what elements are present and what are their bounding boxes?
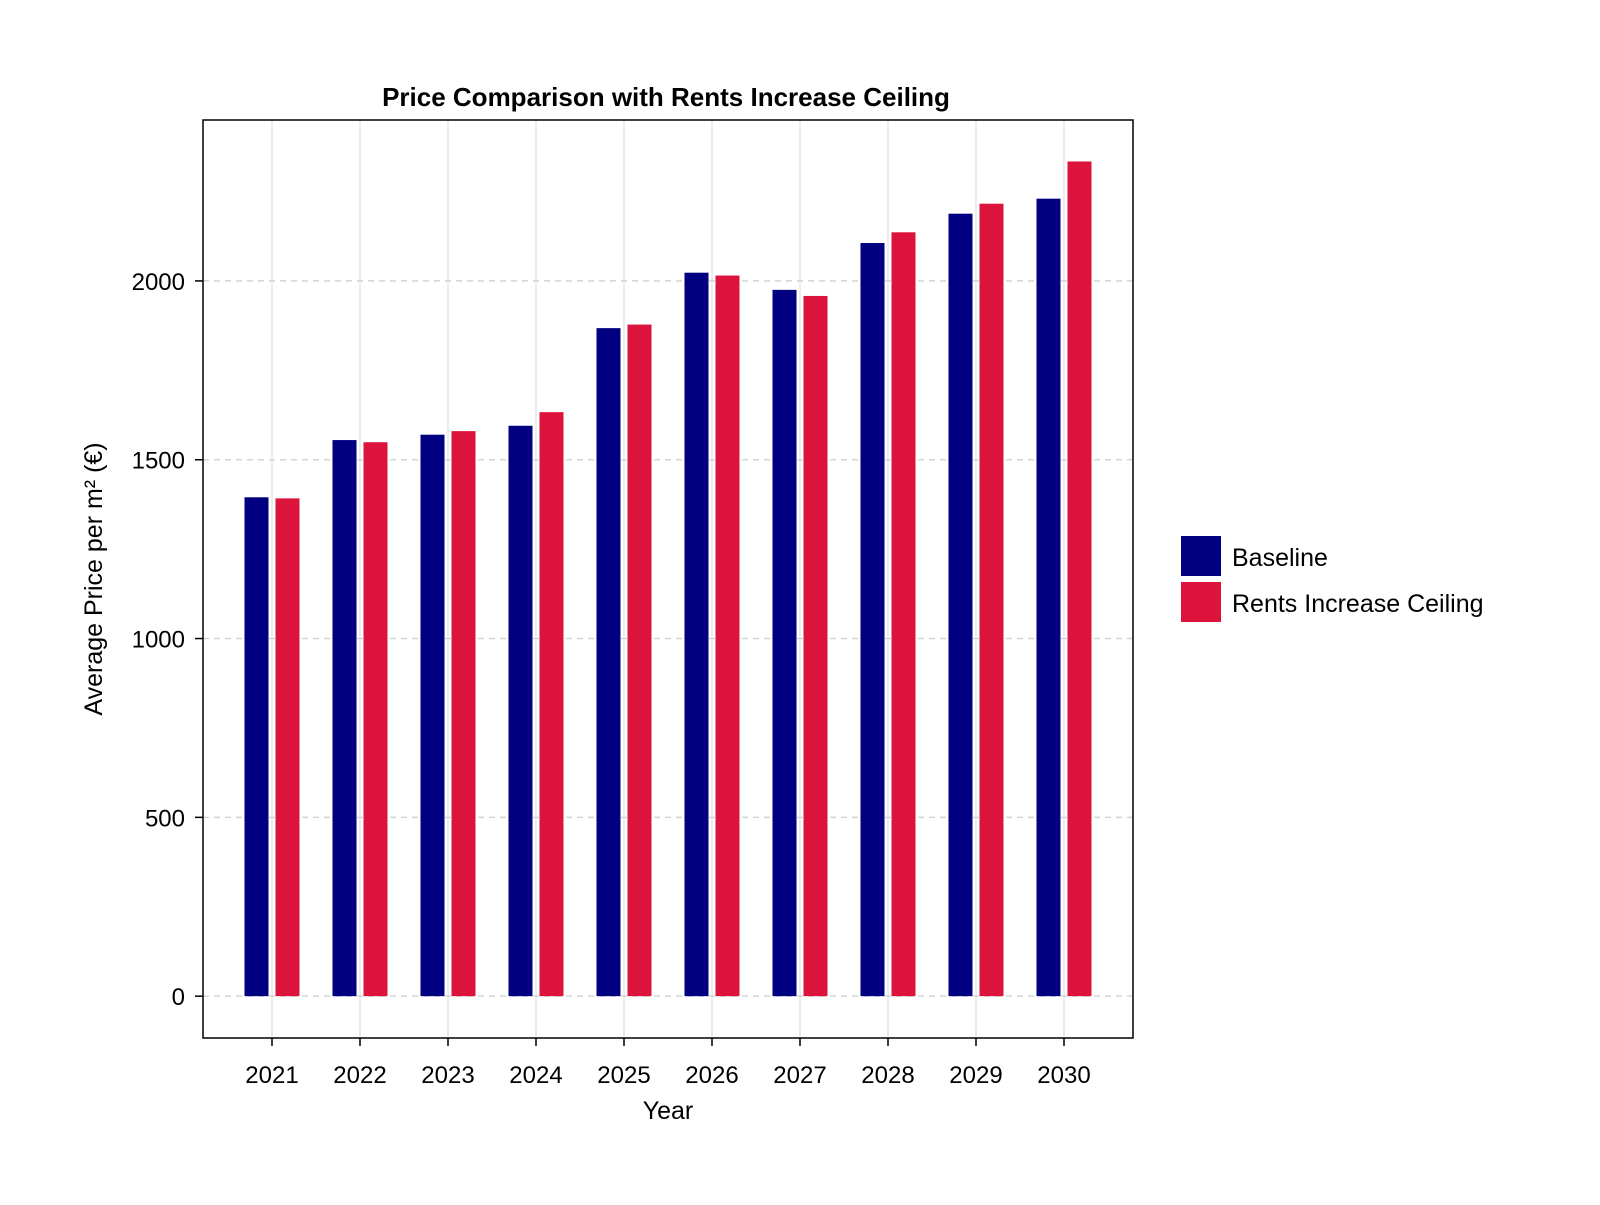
bar-rents-increase-ceiling-2026 (715, 275, 740, 997)
grid-lines (203, 120, 1133, 1038)
x-tick-label: 2028 (861, 1062, 914, 1089)
bar-rents-increase-ceiling-2022 (363, 442, 388, 997)
bar-baseline-2027 (772, 289, 797, 997)
x-tick-label: 2030 (1037, 1062, 1090, 1089)
chart-title: Price Comparison with Rents Increase Cei… (382, 82, 950, 112)
bar-rents-increase-ceiling-2021 (275, 498, 300, 997)
legend-label-rents-increase-ceiling: Rents Increase Ceiling (1232, 590, 1484, 618)
y-tick-label: 1000 (132, 627, 185, 654)
bar-baseline-2023 (420, 434, 445, 997)
bar-baseline-2030 (1036, 198, 1061, 997)
bar-rents-increase-ceiling-2025 (627, 324, 652, 997)
bar-baseline-2022 (332, 440, 357, 997)
legend-swatch-rents-increase-ceiling (1181, 582, 1221, 622)
y-tick-label: 1500 (132, 448, 185, 475)
x-tick-label: 2023 (421, 1062, 474, 1089)
bar-baseline-2026 (684, 272, 709, 997)
plot-frame (202, 119, 1134, 1039)
bar-rents-increase-ceiling-2029 (979, 203, 1004, 997)
bar-rents-increase-ceiling-2028 (891, 232, 916, 997)
bar-baseline-2029 (948, 213, 973, 997)
legend-label-baseline: Baseline (1232, 544, 1328, 572)
x-tick-label: 2026 (685, 1062, 738, 1089)
bar-rents-increase-ceiling-2023 (451, 431, 476, 997)
x-tick-label: 2021 (245, 1062, 298, 1089)
y-tick-label: 2000 (132, 269, 185, 296)
bars (244, 161, 1092, 997)
y-tick-label: 0 (172, 984, 185, 1011)
x-tick-label: 2022 (333, 1062, 386, 1089)
y-tick-label: 500 (145, 805, 185, 832)
legend: Baseline Rents Increase Ceiling (1181, 536, 1484, 622)
bar-rents-increase-ceiling-2027 (803, 295, 828, 997)
bar-baseline-2028 (860, 243, 885, 997)
bar-baseline-2021 (244, 497, 269, 997)
bar-rents-increase-ceiling-2030 (1067, 161, 1092, 997)
x-tick-label: 2025 (597, 1062, 650, 1089)
x-tick-label: 2027 (773, 1062, 826, 1089)
bar-baseline-2024 (508, 425, 533, 997)
bar-baseline-2025 (596, 328, 621, 997)
x-axis-label: Year (643, 1097, 694, 1125)
x-tick-label: 2029 (949, 1062, 1002, 1089)
x-tick-label: 2024 (509, 1062, 562, 1089)
y-axis-ticks: 0 500 1000 1500 2000 (132, 269, 203, 1011)
x-axis-ticks: 2021 2022 2023 2024 2025 2026 2027 2028 2029 2030 (245, 1038, 1091, 1089)
bar-rents-increase-ceiling-2024 (539, 412, 564, 997)
legend-swatch-baseline (1181, 536, 1221, 576)
y-axis-label: Average Price per m² (€) (80, 442, 108, 715)
